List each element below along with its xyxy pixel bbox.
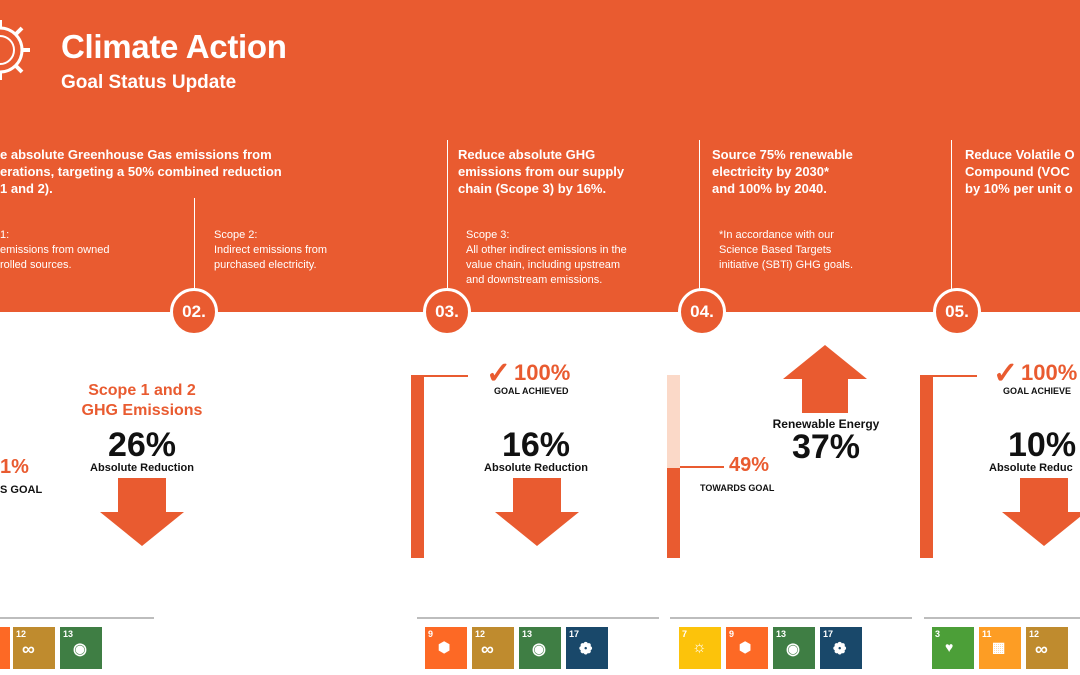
- goal-05-value-label: Absolute Reduc: [989, 462, 1073, 474]
- goal-03-progress-bar: [411, 375, 424, 558]
- up-arrow-icon: [783, 345, 867, 413]
- goal-05-marker: [933, 375, 977, 377]
- goal-number-03: 03.: [423, 288, 471, 336]
- down-arrow-icon: [100, 478, 184, 546]
- page-subtitle: Goal Status Update: [61, 72, 237, 93]
- gear-logo-icon: [0, 20, 30, 80]
- goal-04-marker: [680, 466, 724, 468]
- goal-04-text: Source 75% renewable electricity by 2030*…: [712, 147, 853, 196]
- sdg-12-icon: 12 ∞: [472, 627, 514, 669]
- renewable-heading: Renewable Energy: [772, 417, 880, 431]
- goal-05-text: Reduce Volatile O Compound (VOC by 10% per…: [965, 147, 1075, 196]
- divider-line: [670, 617, 912, 619]
- goal-01-label: S GOAL: [0, 484, 43, 496]
- sdg-9-icon: 9 ⬢: [726, 627, 768, 669]
- sdg-12-icon: 12 ∞: [1026, 627, 1068, 669]
- goal-03-value-label: Absolute Reduction: [484, 462, 588, 474]
- scope-3-text: Scope 3: All other indirect emissions in …: [466, 229, 627, 286]
- divider-line: [194, 198, 195, 290]
- goal-05-achieved: 100%: [1021, 360, 1078, 385]
- goal-05-progress-bar: [920, 375, 933, 558]
- goal-04-progress-label: TOWARDS GOAL: [700, 483, 775, 493]
- divider-line: [417, 617, 659, 619]
- scope-12-label: Absolute Reduction: [90, 462, 194, 474]
- sdg-13-icon: 13 ◉: [519, 627, 561, 669]
- goal-03-achieved: 100%: [514, 360, 571, 385]
- page-title: Climate Action: [61, 28, 287, 65]
- goal-02-text: e absolute Greenhouse Gas emissions from…: [0, 147, 282, 196]
- sdg-13-icon: 13 ◉: [60, 627, 102, 669]
- divider-line: [447, 140, 448, 290]
- goal-04-progress-track: [667, 375, 680, 558]
- divider-line: [0, 617, 154, 619]
- divider-line: [924, 617, 1080, 619]
- sdg-17-icon: 17 ❁: [566, 627, 608, 669]
- sdg-13-icon: 13 ◉: [773, 627, 815, 669]
- goal-number-05: 05.: [933, 288, 981, 336]
- sdg-17-icon: 17 ❁: [820, 627, 862, 669]
- divider-line: [951, 140, 952, 290]
- scope-2-text: Scope 2: Indirect emissions from purchased…: [214, 229, 328, 271]
- down-arrow-icon: [1002, 478, 1080, 546]
- goal-number-02: 02.: [170, 288, 218, 336]
- header-banner: [0, 0, 1080, 312]
- sdg-7-icon: 7 ☼: [679, 627, 721, 669]
- down-arrow-icon: [495, 478, 579, 546]
- sdg-9-icon: 9 ⬢: [425, 627, 467, 669]
- goal-05-value: 10%: [1008, 426, 1077, 464]
- renewable-value: 37%: [791, 428, 861, 466]
- goal-01-percent: 1%: [0, 456, 29, 478]
- scope-12-value: 26%: [107, 426, 177, 464]
- goal-04-note: *In accordance with our Science Based Tar…: [719, 229, 854, 271]
- sdg-badge-icon: [0, 627, 10, 669]
- scope-1-text: 1: emissions from owned rolled sources.: [0, 229, 110, 271]
- sdg-3-icon: 3 ♥: [932, 627, 974, 669]
- check-icon: ✓: [993, 357, 1019, 390]
- goal-03-marker: [424, 375, 468, 377]
- goal-03-achieved-label: GOAL ACHIEVED: [494, 386, 569, 396]
- goal-03-text: Reduce absolute GHG emissions from our su…: [458, 147, 625, 196]
- goal-03-value: 16%: [501, 426, 571, 464]
- goal-number-04: 04.: [678, 288, 726, 336]
- sdg-12-icon: 12 ∞: [13, 627, 55, 669]
- sdg-11-icon: 11 ▦: [979, 627, 1021, 669]
- divider-line: [699, 140, 700, 290]
- scope-12-heading: Scope 1 and 2 GHG Emissions: [81, 382, 203, 419]
- check-icon: ✓: [486, 357, 512, 390]
- goal-04-progress-fill: [667, 468, 680, 558]
- goal-04-progress-text: 49%: [729, 454, 770, 476]
- goal-05-achieved-label: GOAL ACHIEVE: [1003, 386, 1072, 396]
